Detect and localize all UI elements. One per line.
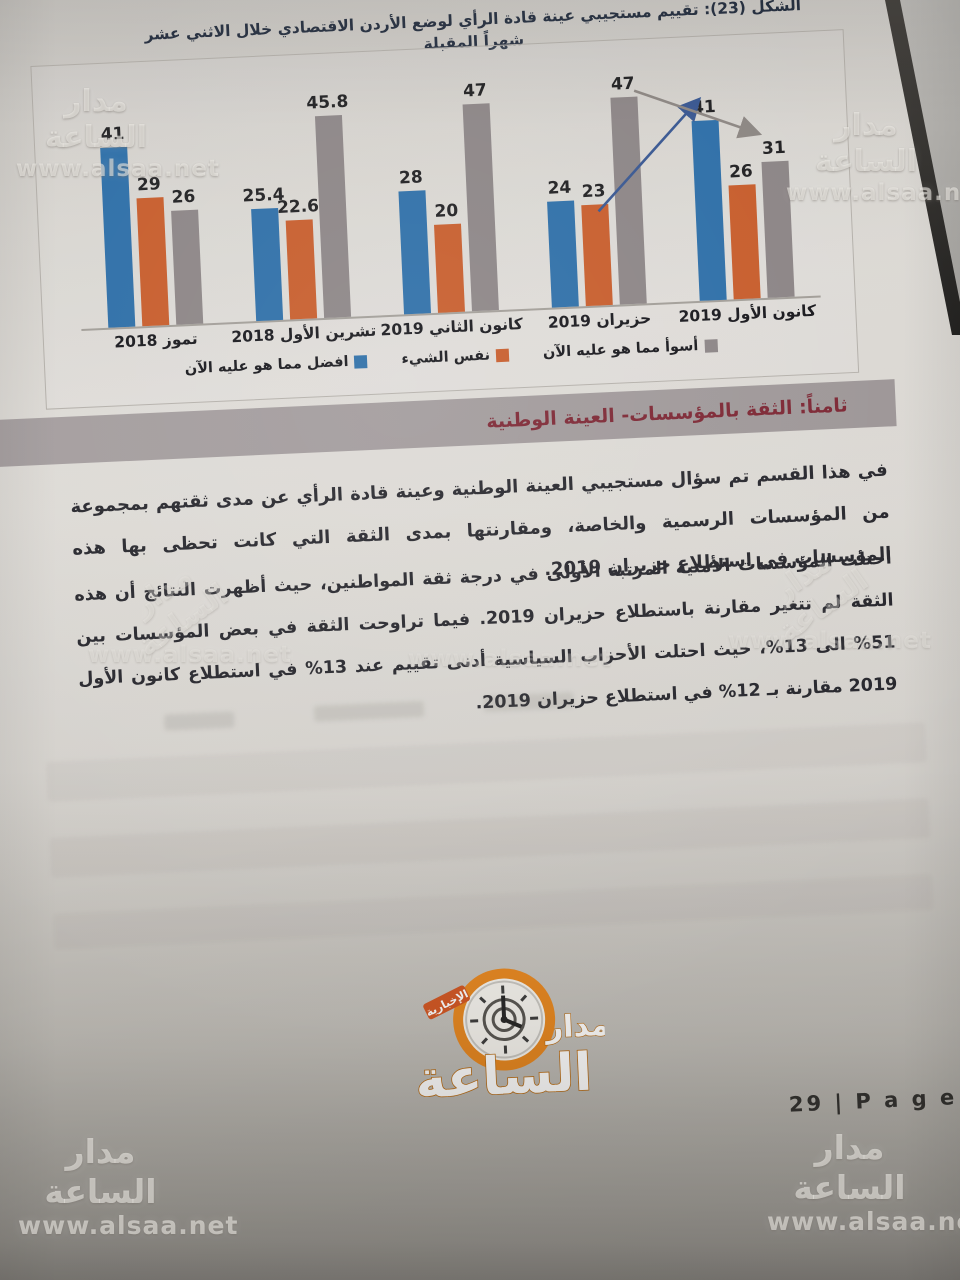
bar [397, 190, 431, 315]
bar [250, 208, 283, 322]
bar-column: 28 [397, 167, 431, 315]
bar-group: 25.4 22.6 45.8 [242, 92, 351, 322]
bar-column: 22.6 [277, 196, 319, 320]
bar-group: 41 29 26 [99, 120, 203, 328]
axis-category-label: كانون الأول 2019 [678, 301, 817, 326]
bar-column: 26 [727, 161, 761, 300]
legend-label: نفس الشيء [401, 347, 491, 368]
chart-plot-area: 41 29 26 25.4 22.6 45.8 28 20 47 24 23 47 41 26 31 [71, 73, 821, 332]
bar-column: 31 [760, 137, 795, 298]
bar [691, 119, 727, 301]
bar [99, 146, 135, 328]
bar [170, 209, 203, 325]
legend-item: نفس الشيء [401, 347, 510, 368]
bar-column: 45.8 [306, 92, 351, 319]
logo-word-madar: مدار [543, 1008, 608, 1046]
page-bleed-through [52, 873, 934, 950]
legend-swatch [703, 338, 718, 353]
bar-column: 47 [609, 73, 647, 305]
bar-column: 23 [580, 180, 613, 307]
bar [462, 103, 499, 312]
legend-label: افضل مما هو عليه الآن [184, 353, 349, 378]
bar [580, 203, 613, 307]
bar-value-label: 47 [610, 73, 636, 95]
bar-value-label: 31 [761, 137, 787, 159]
bar [609, 96, 647, 305]
bar-chart: 41 29 26 25.4 22.6 45.8 28 20 47 24 23 47 41 26 31 تمو… [30, 29, 860, 410]
bar-column: 24 [546, 178, 579, 308]
axis-category-label: تموز 2018 [113, 329, 199, 352]
bar-column: 41 [690, 96, 727, 301]
bar [546, 200, 579, 308]
section-heading: ثامناً: الثقة بالمؤسسات- العينة الوطنية [485, 393, 849, 433]
bar-group: 24 23 47 [541, 73, 647, 308]
legend-item: أسوأ مما هو عليه الآن [543, 337, 718, 361]
axis-category-label: تشرين الأول 2018 [231, 321, 377, 347]
bar [285, 218, 317, 320]
logo-word-alsaa: الساعة [414, 1043, 593, 1111]
bar-value-label: 47 [462, 80, 488, 102]
bar-value-label: 45.8 [305, 92, 349, 115]
legend-label: أسوأ مما هو عليه الآن [542, 338, 699, 362]
legend-swatch [354, 354, 368, 369]
bar-value-label: 41 [100, 123, 125, 145]
bar-value-label: 28 [398, 167, 424, 189]
bar-column: 41 [99, 123, 135, 328]
bar-value-label: 20 [434, 200, 459, 222]
bar-value-label: 22.6 [276, 195, 320, 218]
bar [433, 223, 465, 313]
bar-column: 26 [170, 186, 203, 325]
bar [728, 183, 761, 300]
bar [314, 115, 351, 319]
bar-column: 20 [432, 200, 465, 313]
axis-category-label: كانون الثاني 2019 [380, 314, 524, 340]
page-number: 29 | P a g e [788, 1085, 958, 1117]
legend-swatch [495, 348, 510, 362]
madar-alsaa-logo: الإخبارية مدار الساعة [407, 957, 611, 1116]
bar-column: 47 [461, 80, 499, 312]
bar [136, 197, 169, 327]
bar-group: 28 20 47 [393, 80, 499, 315]
bar-value-label: 41 [691, 96, 717, 118]
page-bleed-through [163, 711, 235, 731]
bar [760, 160, 795, 298]
bar-value-label: 23 [581, 180, 606, 202]
bar-column: 29 [135, 175, 169, 327]
bar-value-label: 26 [171, 186, 196, 208]
bar-group: 41 26 31 [690, 93, 795, 301]
bar-value-label: 24 [547, 178, 572, 200]
page-bleed-through [49, 798, 931, 878]
axis-category-label: حزيران 2019 [547, 309, 652, 332]
bar-value-label: 26 [728, 161, 754, 183]
legend-item: افضل مما هو عليه الآن [184, 353, 368, 378]
bar-value-label: 29 [136, 174, 162, 196]
